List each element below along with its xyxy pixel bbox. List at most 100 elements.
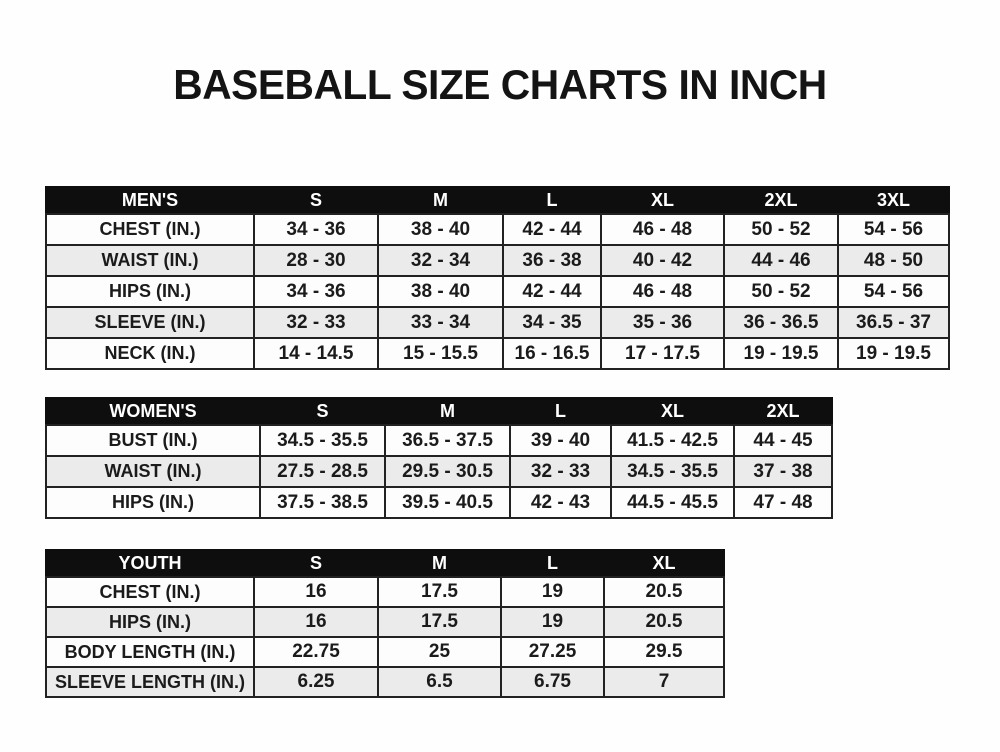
size-value-cell: 19 - 19.5 xyxy=(837,337,950,371)
size-value-cell: 17 - 17.5 xyxy=(600,337,725,371)
size-value-cell: 36.5 - 37 xyxy=(837,306,950,340)
womens-size-table: WOMEN'S S M L XL 2XL BUST (IN.) 34.5 - 35.5 36.5… xyxy=(45,397,833,520)
size-column-header: 2XL xyxy=(733,397,833,427)
size-value-cell: 29.5 xyxy=(603,636,725,669)
size-value-cell: 20.5 xyxy=(603,576,725,609)
size-value-cell: 17.5 xyxy=(377,606,502,639)
size-column-header: M xyxy=(377,549,502,579)
size-value-cell: 44 - 46 xyxy=(723,244,839,278)
size-value-cell: 19 xyxy=(500,606,605,639)
size-value-cell: 54 - 56 xyxy=(837,213,950,247)
size-value-cell: 32 - 33 xyxy=(253,306,379,340)
size-value-cell: 48 - 50 xyxy=(837,244,950,278)
size-value-cell: 42 - 43 xyxy=(509,486,612,520)
size-value-cell: 19 - 19.5 xyxy=(723,337,839,371)
youth-size-table: YOUTH S M L XL CHEST (IN.) 16 17.5 19 20.5 HIPS (I… xyxy=(45,549,725,699)
size-value-cell: 27.5 - 28.5 xyxy=(259,455,386,489)
size-value-cell: 25 xyxy=(377,636,502,669)
size-column-header: M xyxy=(384,397,511,427)
size-value-cell: 32 - 33 xyxy=(509,455,612,489)
size-column-header: 3XL xyxy=(837,186,950,216)
size-value-cell: 36 - 38 xyxy=(502,244,602,278)
size-value-cell: 38 - 40 xyxy=(377,213,504,247)
row-label: NECK (IN.) xyxy=(45,337,255,371)
size-column-header: M xyxy=(377,186,504,216)
table-row: CHEST (IN.) 34 - 36 38 - 40 42 - 44 46 - 48 5… xyxy=(45,213,950,247)
size-column-header: L xyxy=(502,186,602,216)
row-label: BUST (IN.) xyxy=(45,424,261,458)
size-value-cell: 33 - 34 xyxy=(377,306,504,340)
table-row: SLEEVE (IN.) 32 - 33 33 - 34 34 - 35 35 - 36… xyxy=(45,306,950,340)
size-value-cell: 46 - 48 xyxy=(600,213,725,247)
size-value-cell: 50 - 52 xyxy=(723,275,839,309)
size-table-header-row: MEN'S S M L XL 2XL 3XL xyxy=(45,186,950,216)
size-value-cell: 37 - 38 xyxy=(733,455,833,489)
size-value-cell: 7 xyxy=(603,666,725,699)
size-value-cell: 37.5 - 38.5 xyxy=(259,486,386,520)
size-value-cell: 16 - 16.5 xyxy=(502,337,602,371)
size-value-cell: 46 - 48 xyxy=(600,275,725,309)
size-value-cell: 44 - 45 xyxy=(733,424,833,458)
table-row: NECK (IN.) 14 - 14.5 15 - 15.5 16 - 16.5 17 … xyxy=(45,337,950,371)
size-value-cell: 15 - 15.5 xyxy=(377,337,504,371)
size-value-cell: 42 - 44 xyxy=(502,275,602,309)
row-label: CHEST (IN.) xyxy=(45,576,255,609)
row-label: HIPS (IN.) xyxy=(45,486,261,520)
size-table-header-row: YOUTH S M L XL xyxy=(45,549,725,579)
size-value-cell: 38 - 40 xyxy=(377,275,504,309)
row-label: WAIST (IN.) xyxy=(45,455,261,489)
page-title: BASEBALL SIZE CHARTS IN INCH xyxy=(173,61,827,108)
size-value-cell: 35 - 36 xyxy=(600,306,725,340)
size-value-cell: 47 - 48 xyxy=(733,486,833,520)
size-column-header: S xyxy=(259,397,386,427)
row-label: CHEST (IN.) xyxy=(45,213,255,247)
table-row: HIPS (IN.) 34 - 36 38 - 40 42 - 44 46 - 48 50… xyxy=(45,275,950,309)
size-value-cell: 20.5 xyxy=(603,606,725,639)
size-value-cell: 32 - 34 xyxy=(377,244,504,278)
size-column-header: L xyxy=(509,397,612,427)
size-column-header: XL xyxy=(600,186,725,216)
size-value-cell: 17.5 xyxy=(377,576,502,609)
size-column-header: XL xyxy=(603,549,725,579)
size-value-cell: 42 - 44 xyxy=(502,213,602,247)
row-label: HIPS (IN.) xyxy=(45,606,255,639)
size-value-cell: 44.5 - 45.5 xyxy=(610,486,735,520)
size-column-header: 2XL xyxy=(723,186,839,216)
row-label: SLEEVE (IN.) xyxy=(45,306,255,340)
size-charts: MEN'S S M L XL 2XL 3XL CHEST (IN.) 34 - 36 38 - 4… xyxy=(0,186,1000,699)
size-value-cell: 14 - 14.5 xyxy=(253,337,379,371)
table-row: BODY LENGTH (IN.) 22.75 25 27.25 29.5 xyxy=(45,636,725,669)
size-value-cell: 36.5 - 37.5 xyxy=(384,424,511,458)
row-label: SLEEVE LENGTH (IN.) xyxy=(45,666,255,699)
size-value-cell: 40 - 42 xyxy=(600,244,725,278)
size-value-cell: 34.5 - 35.5 xyxy=(259,424,386,458)
table-row: SLEEVE LENGTH (IN.) 6.25 6.5 6.75 7 xyxy=(45,666,725,699)
size-value-cell: 50 - 52 xyxy=(723,213,839,247)
size-value-cell: 54 - 56 xyxy=(837,275,950,309)
table-row: WAIST (IN.) 27.5 - 28.5 29.5 - 30.5 32 - 33… xyxy=(45,455,833,489)
table-row: CHEST (IN.) 16 17.5 19 20.5 xyxy=(45,576,725,609)
size-value-cell: 22.75 xyxy=(253,636,379,669)
size-column-header: S xyxy=(253,549,379,579)
size-column-header: XL xyxy=(610,397,735,427)
size-value-cell: 34 - 35 xyxy=(502,306,602,340)
size-value-cell: 41.5 - 42.5 xyxy=(610,424,735,458)
size-value-cell: 39.5 - 40.5 xyxy=(384,486,511,520)
size-value-cell: 19 xyxy=(500,576,605,609)
table-row: HIPS (IN.) 37.5 - 38.5 39.5 - 40.5 42 - 43 4… xyxy=(45,486,833,520)
size-table-header-row: WOMEN'S S M L XL 2XL xyxy=(45,397,833,427)
table-title-cell: WOMEN'S xyxy=(45,397,261,427)
row-label: HIPS (IN.) xyxy=(45,275,255,309)
row-label: BODY LENGTH (IN.) xyxy=(45,636,255,669)
table-title-cell: YOUTH xyxy=(45,549,255,579)
size-column-header: S xyxy=(253,186,379,216)
table-row: WAIST (IN.) 28 - 30 32 - 34 36 - 38 40 - 42 4… xyxy=(45,244,950,278)
size-value-cell: 16 xyxy=(253,606,379,639)
size-value-cell: 34.5 - 35.5 xyxy=(610,455,735,489)
size-value-cell: 16 xyxy=(253,576,379,609)
mens-size-table: MEN'S S M L XL 2XL 3XL CHEST (IN.) 34 - 36 38 - 4… xyxy=(45,186,950,371)
table-title-cell: MEN'S xyxy=(45,186,255,216)
size-value-cell: 39 - 40 xyxy=(509,424,612,458)
size-value-cell: 34 - 36 xyxy=(253,275,379,309)
size-value-cell: 29.5 - 30.5 xyxy=(384,455,511,489)
